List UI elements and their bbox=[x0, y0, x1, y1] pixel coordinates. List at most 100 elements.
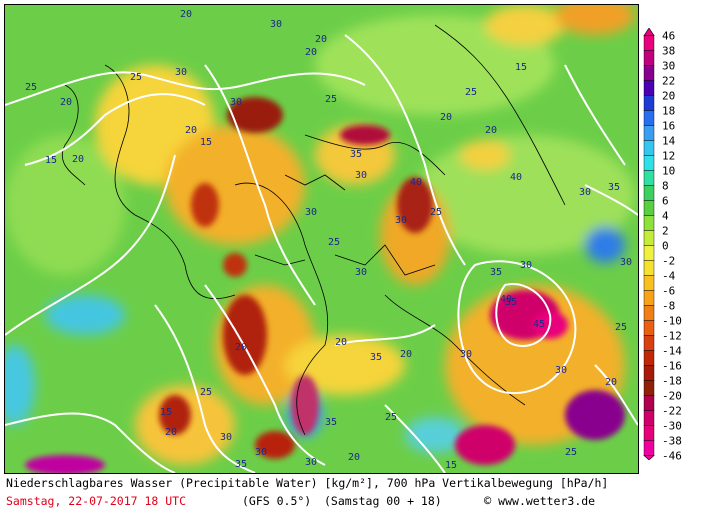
legend-swatch bbox=[643, 110, 655, 126]
isoline-label: 35 bbox=[505, 297, 517, 308]
legend-swatch bbox=[643, 380, 655, 396]
caption-info: Samstag, 22-07-2017 18 UTC (GFS 0.5°) (S… bbox=[6, 493, 637, 509]
legend-label: -6 bbox=[662, 285, 675, 298]
isoline-label: 15 bbox=[45, 155, 57, 166]
isoline-label: 20 bbox=[335, 337, 347, 348]
color-legend: 46 38 30 22 20 18 16 14 12 10 8 6 4 2 0 -2 -4 -6 -8 -10 -12-… bbox=[640, 28, 704, 460]
legend-swatch bbox=[643, 35, 655, 51]
legend-label: 12 bbox=[662, 150, 675, 163]
legend-label: -10 bbox=[662, 315, 682, 328]
isoline-label: 40 bbox=[500, 294, 512, 305]
legend-label: -14 bbox=[662, 345, 682, 358]
isoline-label: 30 bbox=[579, 187, 591, 198]
isoline-label: 25 bbox=[385, 412, 397, 423]
legend-swatch bbox=[643, 320, 655, 336]
caption-date: Samstag, 22-07-2017 18 UTC bbox=[6, 494, 187, 508]
legend-swatch bbox=[643, 50, 655, 66]
legend-swatch bbox=[643, 140, 655, 156]
legend-swatch bbox=[643, 245, 655, 261]
isoline-label: 25 bbox=[430, 207, 442, 218]
legend-swatch bbox=[643, 170, 655, 186]
legend-label: -22 bbox=[662, 405, 682, 418]
legend-label: -4 bbox=[662, 270, 676, 283]
isoline-label: 35 bbox=[490, 267, 502, 278]
legend-swatch bbox=[643, 365, 655, 381]
isoline-label: 30 bbox=[255, 447, 267, 458]
isoline-label: 30 bbox=[175, 67, 187, 78]
legend-swatch bbox=[643, 425, 655, 441]
legend-swatch bbox=[643, 290, 655, 306]
isoline-label: 35 bbox=[235, 459, 247, 470]
isoline-label: 30 bbox=[555, 365, 567, 376]
isoline-label: 25 bbox=[200, 387, 212, 398]
site-link[interactable]: www.wetter3.de bbox=[498, 494, 596, 508]
legend-label: 22 bbox=[662, 75, 675, 88]
isoline-label: 20 bbox=[165, 427, 177, 438]
isoline-label: 35 bbox=[608, 182, 620, 193]
legend-label: 38 bbox=[662, 45, 675, 58]
legend-label: 6 bbox=[662, 195, 669, 208]
isoline-label: 30 bbox=[460, 349, 472, 360]
legend-arrow-bottom bbox=[643, 455, 655, 460]
legend-swatch bbox=[643, 185, 655, 201]
isoline-label: 30 bbox=[355, 170, 367, 181]
isoline-label: 25 bbox=[328, 237, 340, 248]
isoline-label: 30 bbox=[355, 267, 367, 278]
isoline-label: 25 bbox=[615, 322, 627, 333]
isoline-label: 20 bbox=[485, 125, 497, 136]
isoline-label: 30 bbox=[305, 207, 317, 218]
legend-swatch bbox=[643, 200, 655, 216]
legend-label: -46 bbox=[662, 450, 682, 461]
legend-swatch bbox=[643, 95, 655, 111]
caption-model: (GFS 0.5°) bbox=[242, 494, 312, 508]
legend-label: 0 bbox=[662, 240, 669, 253]
legend-swatch bbox=[643, 335, 655, 351]
isoline-label: 20 bbox=[305, 47, 317, 58]
isoline-label: 30 bbox=[270, 19, 282, 30]
legend-swatch bbox=[643, 275, 655, 291]
legend-bar: 4638302220181614121086420-2-4-6-8-10-12-… bbox=[643, 28, 682, 461]
legend-label: 16 bbox=[662, 120, 675, 133]
isoline-label: 15 bbox=[160, 407, 172, 418]
legend-swatch bbox=[643, 440, 655, 456]
isoline-label: 20 bbox=[315, 34, 327, 45]
isoline-label: 25 bbox=[325, 94, 337, 105]
isoline-label: 15 bbox=[445, 460, 457, 471]
isoline-label: 15 bbox=[200, 137, 212, 148]
legend-label: 4 bbox=[662, 210, 669, 223]
legend-swatch bbox=[643, 125, 655, 141]
isoline-label: 40 bbox=[410, 177, 422, 188]
isoline-label: 35 bbox=[350, 149, 362, 160]
caption-title: Niederschlagbares Wasser (Precipitable W… bbox=[6, 476, 609, 490]
legend-label: -30 bbox=[662, 420, 682, 433]
isoline-label: 35 bbox=[325, 417, 337, 428]
isoline-label: 20 bbox=[348, 452, 360, 463]
isoline-label: 15 bbox=[515, 62, 527, 73]
legend-label: 30 bbox=[662, 60, 675, 73]
isoline-label: 20 bbox=[185, 125, 197, 136]
strong-lift-areas bbox=[25, 97, 625, 473]
isoline-label: 25 bbox=[465, 87, 477, 98]
legend-swatch bbox=[643, 155, 655, 171]
isoline-label: 20 bbox=[180, 9, 192, 20]
legend-swatch bbox=[643, 230, 655, 246]
legend-swatch bbox=[643, 80, 655, 96]
isoline-label: 20 bbox=[440, 112, 452, 123]
legend-swatch bbox=[643, 65, 655, 81]
isoline-label: 25 bbox=[565, 447, 577, 458]
isoline-label: 20 bbox=[235, 342, 247, 353]
weather-map: 20 30 20 25 20 15 20 25 30 20 15 30 25 20 30 30 20 20 25 30… bbox=[4, 4, 639, 474]
legend-label: 2 bbox=[662, 225, 669, 238]
legend-label: -16 bbox=[662, 360, 682, 373]
legend-swatch bbox=[643, 395, 655, 411]
isoline-label: 25 bbox=[25, 82, 37, 93]
isoline-label: 20 bbox=[605, 377, 617, 388]
map-caption: Niederschlagbares Wasser (Precipitable W… bbox=[4, 473, 637, 509]
legend-swatch bbox=[643, 305, 655, 321]
pw-isolines bbox=[5, 34, 638, 473]
isoline-label: 30 bbox=[220, 432, 232, 443]
isoline-label: 20 bbox=[400, 349, 412, 360]
isoline-label: 20 bbox=[72, 154, 84, 165]
